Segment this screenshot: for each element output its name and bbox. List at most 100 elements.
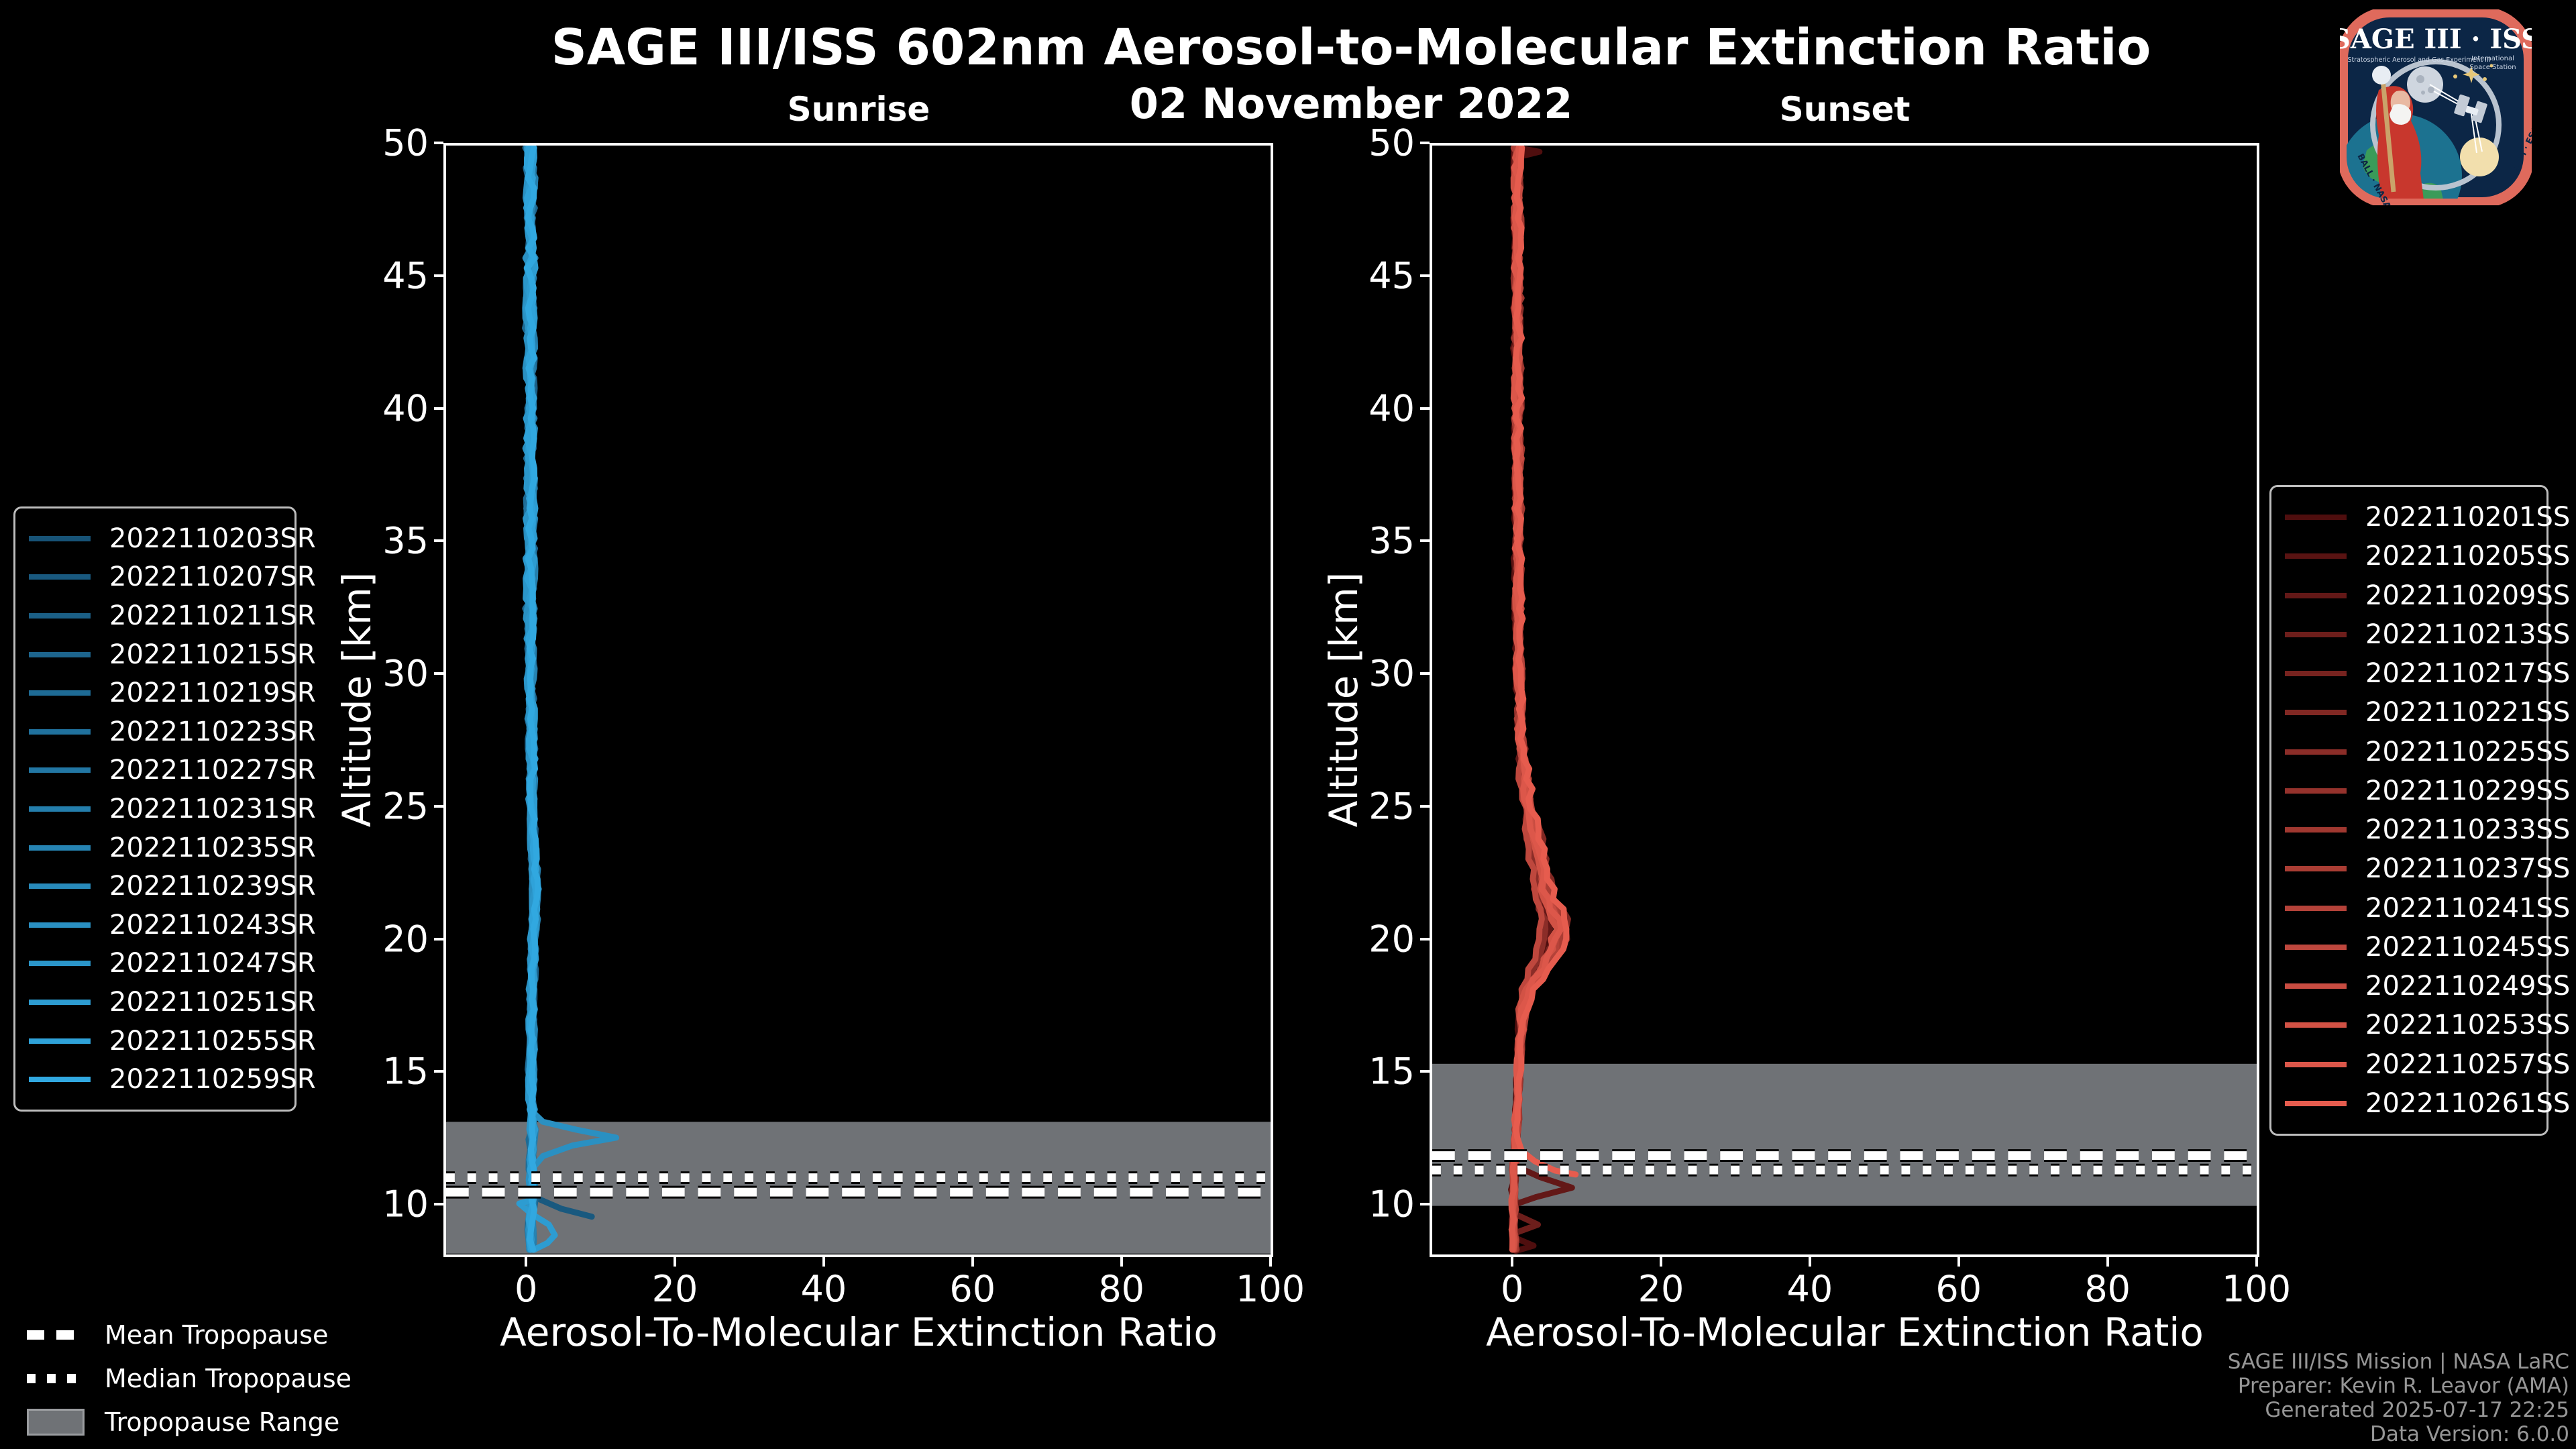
- profile-line-2022110261SS: [1513, 146, 1579, 1178]
- y-tick-mark: [434, 672, 443, 675]
- legend-line-sample: [29, 883, 91, 890]
- legend-item: 2022110207SR: [22, 561, 316, 592]
- legend-line-sample: [29, 574, 91, 580]
- mean-tropopause-label: Mean Tropopause: [105, 1320, 329, 1350]
- legend-item-label: 2022110243SR: [109, 909, 316, 941]
- legend-item: 2022110257SS: [2278, 1049, 2570, 1080]
- legend-line-sample: [29, 651, 91, 657]
- patch-subtitle-ss: Space Station: [2469, 64, 2516, 71]
- legend-item-label: 2022110255SR: [109, 1025, 316, 1057]
- legend-line-sample: [2285, 1100, 2347, 1106]
- panel-title-sunset: Sunset: [1779, 90, 1911, 129]
- main-title: SAGE III/ISS 602nm Aerosol-to-Molecular …: [551, 19, 2151, 76]
- legend-item: 2022110241SS: [2278, 893, 2570, 924]
- y-tick-mark: [434, 539, 443, 543]
- legend-item-label: 2022110203SR: [109, 523, 316, 554]
- y-tick-mark: [1420, 937, 1430, 941]
- y-tick-mark: [1420, 672, 1430, 675]
- legend-item: 2022110211SR: [22, 600, 316, 631]
- y-tick-mark: [1420, 1070, 1430, 1073]
- legend-line-sample: [2285, 905, 2347, 911]
- legend-item: 2022110203SR: [22, 523, 316, 554]
- legend-line-sample: [2285, 515, 2347, 521]
- y-tick-mark: [434, 274, 443, 277]
- x-tick-mark: [525, 1257, 528, 1267]
- y-tick-label: 40: [382, 387, 429, 429]
- legend-item-label: 2022110201SS: [2365, 502, 2571, 533]
- legend-item: 2022110217SS: [2278, 658, 2570, 689]
- mean-tropopause-line-sample: [27, 1330, 85, 1340]
- legend-item-label: 2022110217SS: [2365, 658, 2571, 690]
- mean-tropopause-legend-item: Mean Tropopause: [27, 1319, 328, 1351]
- y-tick-mark: [434, 804, 443, 808]
- x-axis-label-sunset: Aerosol-To-Molecular Extinction Ratio: [1486, 1309, 2204, 1355]
- legend-item: 2022110249SS: [2278, 971, 2570, 1002]
- legend-line-sample: [29, 612, 91, 619]
- legend-item-label: 2022110223SR: [109, 716, 316, 747]
- legend-line-sample: [29, 690, 91, 696]
- legend-item: 2022110229SS: [2278, 775, 2570, 806]
- legend-item: 2022110205SS: [2278, 541, 2570, 572]
- legend-line-sample: [29, 806, 91, 812]
- x-tick-label: 100: [2222, 1268, 2292, 1310]
- y-tick-mark: [1420, 407, 1430, 410]
- legend-item-label: 2022110247SR: [109, 948, 316, 979]
- tropopause-range-sample: [27, 1409, 85, 1436]
- legend-item: 2022110201SS: [2278, 502, 2570, 533]
- profile-line-2022110259SR: [525, 146, 541, 1253]
- tropopause-range-legend-item: Tropopause Range: [27, 1406, 339, 1438]
- attribution-generated: Generated 2025-07-17 22:25: [2265, 1398, 2569, 1422]
- legend-item-label: 2022110209SS: [2365, 580, 2571, 611]
- y-tick-label: 20: [382, 918, 429, 960]
- legend-item: 2022110253SS: [2278, 1010, 2570, 1040]
- legend-line-sample: [29, 729, 91, 735]
- y-tick-label: 10: [382, 1183, 429, 1226]
- attribution: SAGE III/ISS Mission | NASA LaRC Prepare…: [1966, 1350, 2569, 1446]
- legend-line-sample: [29, 535, 91, 541]
- y-tick-mark: [1420, 804, 1430, 808]
- y-tick-mark: [1420, 274, 1430, 277]
- y-tick-label: 50: [1368, 121, 1415, 164]
- y-tick-mark: [1420, 539, 1430, 543]
- x-tick-label: 80: [2084, 1268, 2131, 1310]
- x-tick-mark: [822, 1257, 825, 1267]
- x-tick-label: 0: [514, 1268, 538, 1310]
- y-tick-label: 10: [1368, 1183, 1415, 1226]
- date-subtitle: 02 November 2022: [1129, 79, 1573, 128]
- x-tick-mark: [1808, 1257, 1811, 1267]
- plot-sunrise: [443, 143, 1273, 1257]
- legend-line-sample: [2285, 553, 2347, 559]
- legend-line-sample: [2285, 944, 2347, 950]
- legend-item-label: 2022110257SS: [2365, 1049, 2571, 1080]
- attribution-mission: SAGE III/ISS Mission | NASA LaRC: [2227, 1350, 2569, 1374]
- y-tick-label: 40: [1368, 387, 1415, 429]
- y-tick-label: 35: [1368, 519, 1415, 562]
- legend-item-label: 2022110239SR: [109, 871, 316, 902]
- legend-item: 2022110231SR: [22, 794, 316, 824]
- y-tick-mark: [434, 407, 443, 410]
- sun-icon: [2460, 138, 2499, 176]
- legend-item: 2022110255SR: [22, 1026, 316, 1057]
- legend-item: 2022110213SS: [2278, 619, 2570, 650]
- legend-item: 2022110251SR: [22, 987, 316, 1018]
- legend-line-sample: [29, 1038, 91, 1044]
- legend-line-sample: [2285, 1022, 2347, 1028]
- legend-line-sample: [2285, 671, 2347, 677]
- legend-sunrise: 2022110203SR 2022110207SR 2022110211SR 2022…: [13, 506, 316, 1112]
- y-tick-mark: [434, 1070, 443, 1073]
- x-tick-mark: [1511, 1257, 1514, 1267]
- legend-item-label: 2022110259SR: [109, 1064, 316, 1095]
- y-tick-mark: [434, 937, 443, 941]
- x-tick-mark: [2255, 1257, 2258, 1267]
- legend-line-sample: [2285, 827, 2347, 833]
- legend-line-sample: [29, 767, 91, 773]
- legend-item-label: 2022110213SS: [2365, 619, 2571, 650]
- y-tick-label: 25: [1368, 785, 1415, 828]
- patch-subtitle-int: International: [2471, 55, 2514, 62]
- x-tick-label: 60: [1935, 1268, 1982, 1310]
- panel-title-sunrise: Sunrise: [787, 90, 930, 129]
- patch-title: SAGE III · ISS: [2340, 23, 2532, 55]
- x-tick-mark: [2106, 1257, 2109, 1267]
- legend-item-label: 2022110245SS: [2365, 931, 2571, 963]
- legend-item: 2022110219SR: [22, 678, 316, 708]
